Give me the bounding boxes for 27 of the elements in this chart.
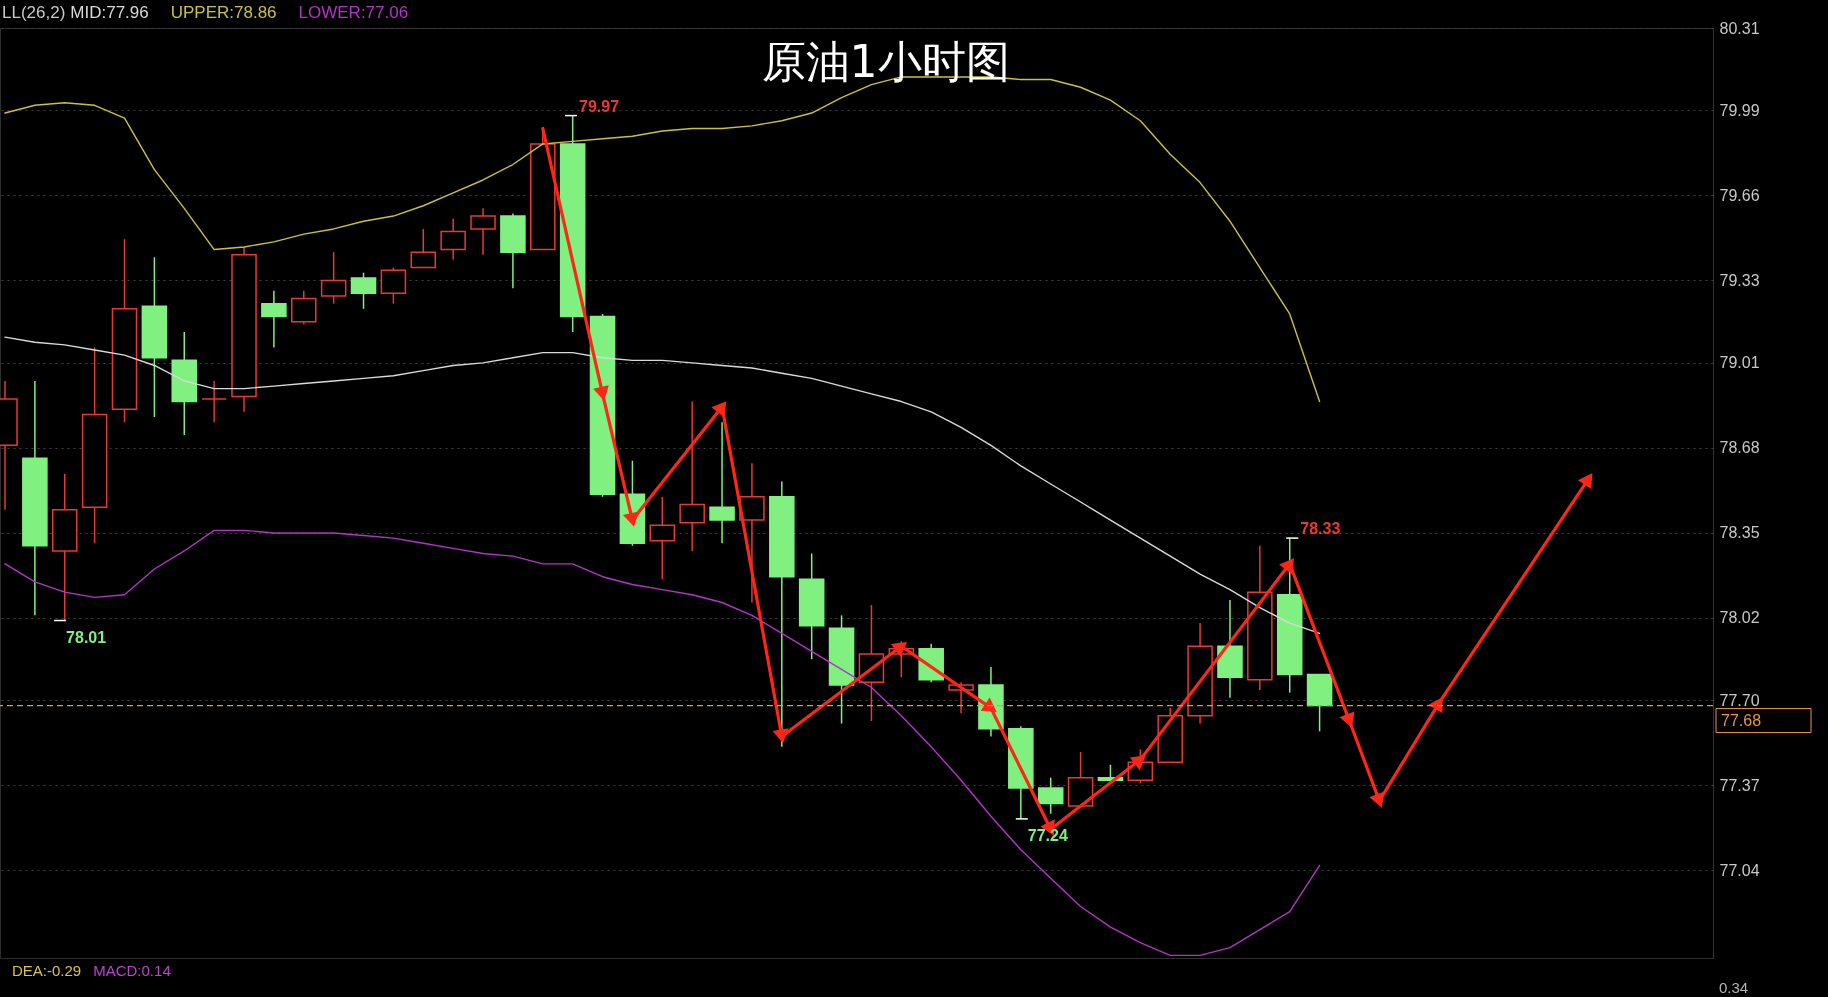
text: 78.01 [66,628,107,646]
legend-title: LL(26,2) [2,3,66,22]
text: DEA:-0.29 [12,962,82,979]
ref-line-label: 77.68 [1721,711,1762,729]
text: 77.24 [1027,826,1068,844]
y-tick-label: 77.70 [1719,691,1760,709]
y-tick-label: 78.02 [1719,609,1760,627]
candlestick [679,400,705,552]
y-tick-label: 77.04 [1719,861,1760,879]
text: UPPER:78.86 [170,3,277,22]
y-tick-label: 79.33 [1719,271,1760,289]
y-tick-label: 79.66 [1719,186,1760,204]
y-tick-label: 80.31 [1719,19,1760,37]
text: MID:77.96 [70,3,149,22]
text: LOWER:77.06 [298,3,409,22]
y-tick-label: 79.99 [1719,101,1760,119]
candlestick [201,380,227,423]
y-tick-label: 78.35 [1719,524,1760,542]
y-tick-label: 79.01 [1719,354,1760,372]
y-tick-label: 78.68 [1719,439,1760,457]
y-tick-label: 77.37 [1719,776,1760,794]
text: 0.34 [1719,979,1749,996]
chart-title: 原油1小时图 [761,36,1010,87]
candlestick [709,421,735,544]
text: 79.97 [579,97,620,115]
text: 78.33 [1300,520,1341,538]
text: MACD:0.14 [93,962,171,979]
